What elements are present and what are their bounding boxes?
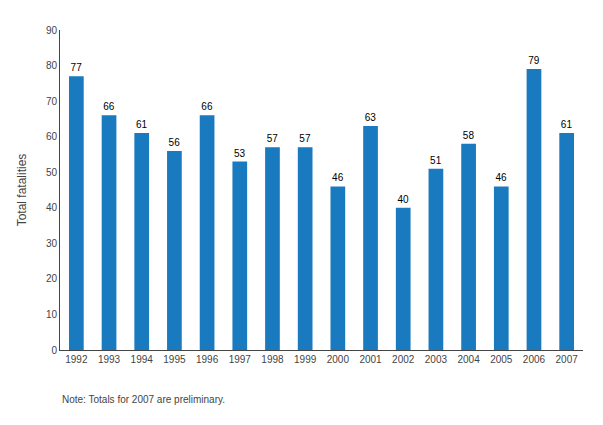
svg-text:66: 66 xyxy=(103,101,115,112)
svg-text:40: 40 xyxy=(46,202,58,213)
svg-text:40: 40 xyxy=(397,194,409,205)
svg-text:57: 57 xyxy=(299,133,311,144)
svg-text:2000: 2000 xyxy=(327,354,350,365)
svg-text:58: 58 xyxy=(463,130,475,141)
svg-text:0: 0 xyxy=(51,345,57,356)
svg-text:56: 56 xyxy=(169,137,181,148)
svg-text:79: 79 xyxy=(528,55,540,66)
svg-text:61: 61 xyxy=(561,119,573,130)
svg-text:10: 10 xyxy=(46,309,58,320)
svg-text:1999: 1999 xyxy=(294,354,317,365)
svg-text:50: 50 xyxy=(46,167,58,178)
svg-text:63: 63 xyxy=(365,112,377,123)
svg-text:30: 30 xyxy=(46,238,58,249)
svg-text:2002: 2002 xyxy=(392,354,415,365)
svg-text:80: 80 xyxy=(46,60,58,71)
svg-text:1998: 1998 xyxy=(261,354,284,365)
svg-text:2006: 2006 xyxy=(523,354,546,365)
svg-text:60: 60 xyxy=(46,131,58,142)
svg-text:57: 57 xyxy=(267,133,279,144)
svg-text:77: 77 xyxy=(71,62,83,73)
svg-text:20: 20 xyxy=(46,273,58,284)
svg-text:46: 46 xyxy=(332,172,344,183)
svg-text:2001: 2001 xyxy=(359,354,382,365)
svg-text:2004: 2004 xyxy=(457,354,480,365)
svg-text:90: 90 xyxy=(46,25,58,36)
svg-text:1995: 1995 xyxy=(163,354,186,365)
svg-text:1992: 1992 xyxy=(65,354,88,365)
svg-text:1994: 1994 xyxy=(131,354,154,365)
svg-text:Note: Totals for 2007 are prel: Note: Totals for 2007 are preliminary. xyxy=(62,394,225,405)
svg-text:66: 66 xyxy=(201,101,213,112)
svg-text:2005: 2005 xyxy=(490,354,513,365)
svg-text:2003: 2003 xyxy=(425,354,448,365)
svg-text:2007: 2007 xyxy=(556,354,579,365)
svg-text:1997: 1997 xyxy=(229,354,252,365)
svg-text:Total fatalities: Total fatalities xyxy=(15,154,29,227)
svg-text:70: 70 xyxy=(46,96,58,107)
svg-text:61: 61 xyxy=(136,119,148,130)
svg-text:46: 46 xyxy=(496,172,508,183)
svg-text:1993: 1993 xyxy=(98,354,121,365)
svg-text:51: 51 xyxy=(430,155,442,166)
svg-text:53: 53 xyxy=(234,148,246,159)
svg-text:1996: 1996 xyxy=(196,354,219,365)
